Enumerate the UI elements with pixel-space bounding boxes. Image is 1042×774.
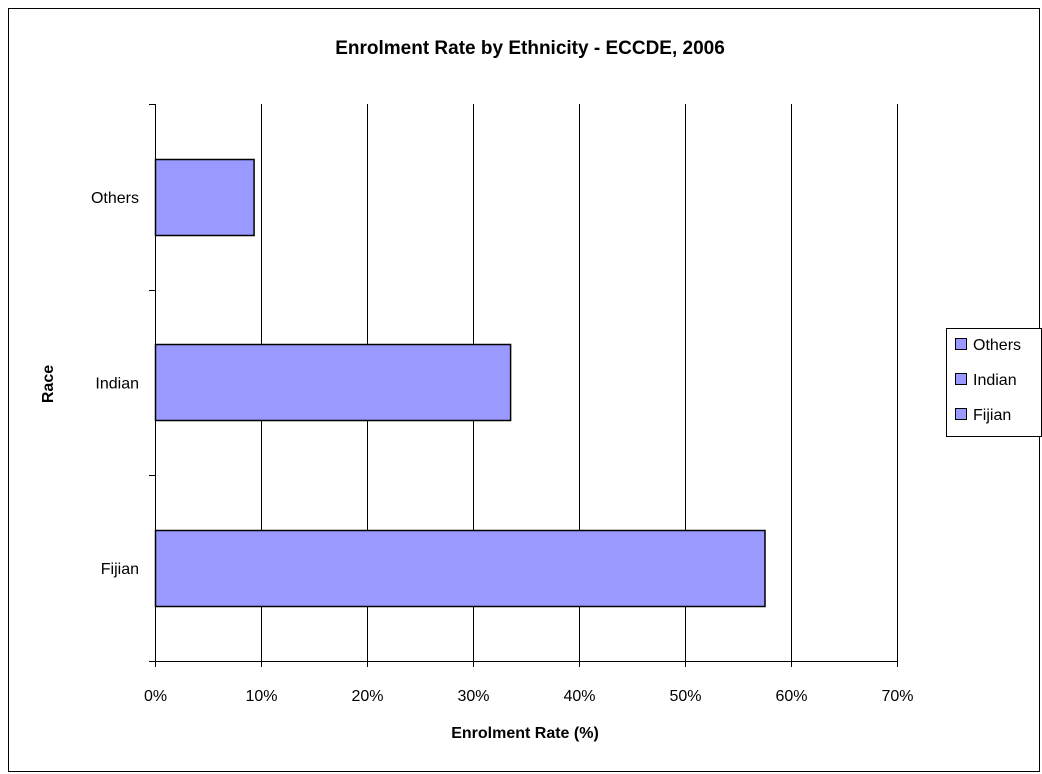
legend-label: Fijian: [973, 407, 1011, 424]
y-tick-label: Others: [91, 190, 139, 207]
x-tick-label: 40%: [563, 688, 595, 705]
legend-label: Indian: [973, 372, 1017, 389]
x-tick-label: 70%: [881, 688, 913, 705]
x-tick-label: 30%: [457, 688, 489, 705]
legend-swatch: [955, 373, 967, 385]
chart-title: Enrolment Rate by Ethnicity - ECCDE, 200…: [335, 38, 725, 59]
legend-label: Others: [973, 337, 1021, 354]
y-tick-label: Fijian: [101, 561, 139, 578]
bar-others: [154, 158, 255, 237]
x-tick-label: 60%: [775, 688, 807, 705]
legend: Others Indian Fijian: [946, 328, 1042, 437]
legend-swatch: [955, 338, 967, 350]
x-axis-title: Enrolment Rate (%): [451, 725, 599, 742]
y-tick-label: Indian: [95, 376, 139, 393]
bar-fijian: [154, 529, 766, 608]
x-tick-label: 50%: [669, 688, 701, 705]
x-tick-label: 0%: [144, 688, 167, 705]
x-tick-label: 10%: [245, 688, 277, 705]
legend-swatch: [955, 408, 967, 420]
y-axis-title: Race: [40, 365, 57, 403]
bar-indian: [154, 343, 512, 422]
plot-area: 0% 10% 20% 30% 40% 50% 60% 70% Others Indian Fijia…: [91, 104, 914, 705]
x-tick-label: 20%: [351, 688, 383, 705]
